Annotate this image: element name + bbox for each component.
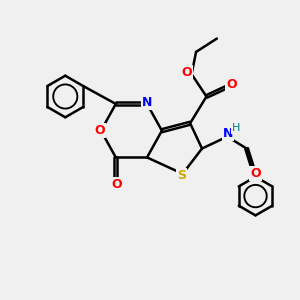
Text: O: O (182, 66, 193, 79)
Text: H: H (231, 123, 240, 133)
Text: O: O (226, 78, 237, 91)
Text: S: S (177, 169, 186, 182)
Text: N: N (142, 96, 152, 109)
Text: N: N (223, 127, 233, 140)
Text: O: O (111, 178, 122, 191)
Text: O: O (250, 167, 261, 180)
Text: O: O (94, 124, 105, 137)
